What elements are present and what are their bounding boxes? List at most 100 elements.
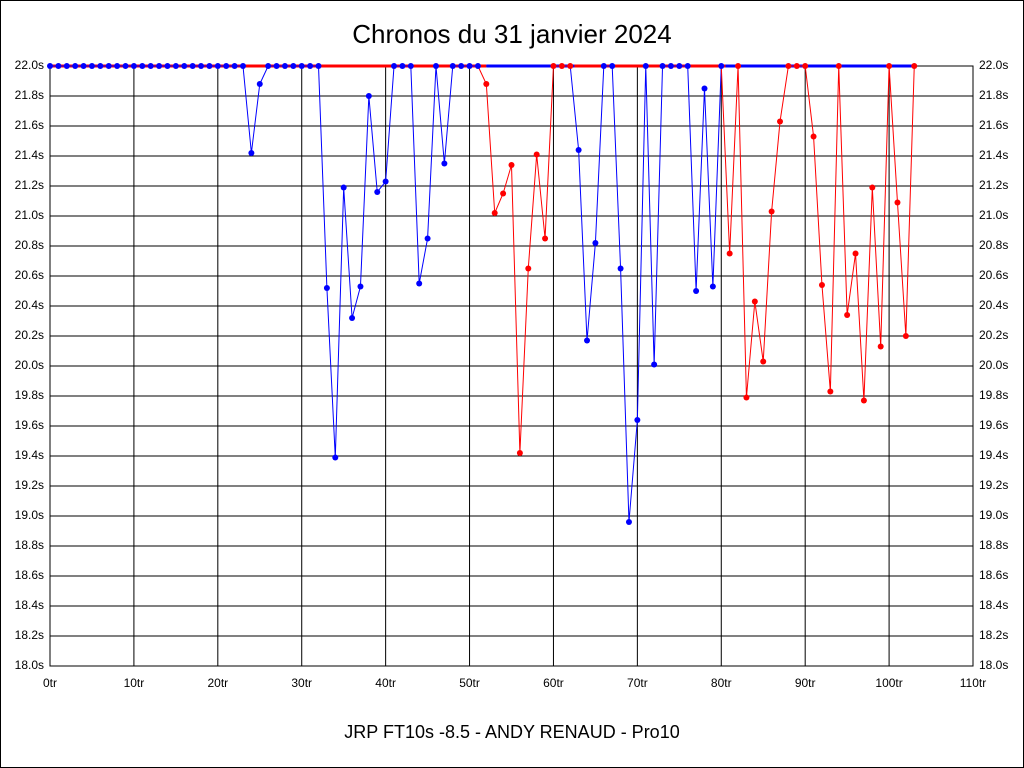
data-point [164,63,171,69]
y-tick-label: 20.8s [15,238,44,252]
data-point [315,63,322,69]
y-tick-label: 21.6s [15,118,44,132]
y2-tick-label: 20.0s [979,358,1008,372]
data-point [818,282,825,288]
data-point [651,361,658,368]
data-point [567,63,574,69]
x-tick-label: 40tr [375,676,396,690]
data-point [483,81,490,87]
data-point [869,184,876,191]
y-tick-label: 21.4s [15,148,44,162]
y2-tick-label: 21.6s [979,118,1008,132]
data-point [130,63,137,69]
y2-tick-label: 19.0s [979,508,1008,522]
data-point [550,63,557,69]
data-point [718,63,725,69]
data-point [584,337,591,344]
y-tick-label: 19.0s [15,508,44,522]
data-point [474,63,481,69]
data-point [600,63,607,69]
y-tick-label: 18.4s [15,598,44,612]
data-line [720,65,915,401]
data-point [835,63,842,69]
x-tick-label: 100tr [875,676,902,690]
data-point [751,298,758,305]
data-point [684,63,691,69]
data-point [80,63,87,69]
data-point [88,63,95,69]
data-point [340,184,347,191]
y2-tick-label: 20.2s [979,328,1008,342]
data-point [827,388,834,395]
data-point [357,283,364,290]
x-tick-label: 70tr [627,676,648,690]
data-point [323,285,330,291]
data-point [206,63,213,69]
y-tick-label: 19.4s [15,448,44,462]
data-point [281,63,288,69]
x-tick-label: 50tr [459,676,480,690]
data-point [894,199,901,206]
data-point [852,250,859,257]
data-point [533,151,540,158]
data-point [709,283,716,290]
y-tick-label: 20.0s [15,358,44,372]
y-tick-label: 18.2s [15,628,44,642]
data-point [449,63,456,69]
y2-tick-label: 20.4s [979,298,1008,312]
y-tick-label: 20.4s [15,298,44,312]
data-point [265,63,272,69]
data-point [877,343,884,350]
x-tick-label: 110tr [960,676,986,690]
y2-tick-label: 18.8s [979,538,1008,552]
y2-tick-label: 19.8s [979,388,1008,402]
data-point [735,63,742,69]
y2-tick-label: 21.8s [979,88,1008,102]
data-point [726,250,733,257]
y-tick-label: 20.6s [15,268,44,282]
data-point [156,63,163,69]
data-point [609,63,616,69]
data-point [592,240,599,246]
data-point [307,63,314,69]
x-tick-label: 10tr [124,676,145,690]
data-point [147,63,154,69]
data-point [844,312,851,318]
data-point [575,147,582,153]
data-point [617,265,624,272]
y2-tick-label: 18.2s [979,628,1008,642]
y2-tick-label: 18.6s [979,568,1008,582]
y2-tick-label: 18.4s [979,598,1008,612]
data-point [525,265,532,272]
chart-title: Chronos du 31 janvier 2024 [352,19,671,49]
data-point [667,63,674,69]
data-point [416,280,423,287]
data-point [198,63,205,69]
y-tick-label: 19.6s [15,418,44,432]
data-point [625,519,632,525]
data-point [365,93,372,99]
data-point [298,63,305,69]
data-point [407,63,414,69]
data-point [391,63,398,69]
data-point [189,63,196,69]
data-point [491,210,498,216]
data-point [768,208,775,215]
data-point [139,63,146,69]
data-point [55,63,62,69]
data-point [349,315,356,321]
data-point [642,63,649,69]
data-point [181,63,188,69]
data-point [634,417,641,423]
data-point [374,189,381,195]
data-point [214,63,221,69]
y-tick-label: 21.0s [15,208,44,222]
data-point [332,454,339,461]
data-point [231,63,238,69]
data-point [810,133,817,140]
data-point [273,63,280,69]
data-point [290,63,297,69]
y-tick-label: 22.0s [15,58,44,72]
data-point [793,63,800,69]
